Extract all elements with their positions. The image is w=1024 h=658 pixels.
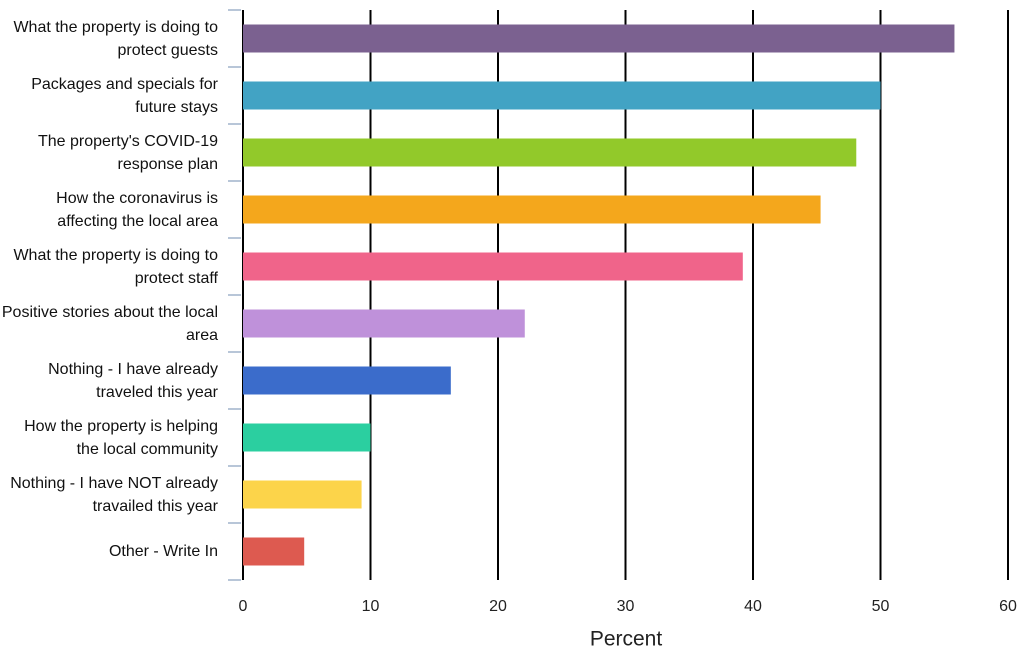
x-tick-label: 40 <box>744 598 762 615</box>
x-tick-label: 20 <box>489 598 507 615</box>
bar <box>243 195 821 224</box>
category-label: Nothing - I have already traveled this y… <box>48 360 218 401</box>
category-label: How the coronavirus is affecting the loc… <box>56 189 218 230</box>
bar <box>243 537 305 566</box>
category-label: Nothing - I have NOT already travailed t… <box>10 474 218 515</box>
category-label: Packages and specials for future stays <box>31 75 218 116</box>
x-tick-label: 30 <box>617 598 635 615</box>
bar <box>243 138 857 167</box>
bar <box>243 309 525 338</box>
x-axis-label: Percent <box>590 628 663 651</box>
bar <box>243 252 743 281</box>
x-tick-label: 10 <box>362 598 380 615</box>
category-label: Positive stories about the local area <box>1 303 218 344</box>
bar <box>243 366 451 395</box>
bar <box>243 423 371 452</box>
bar <box>243 480 362 509</box>
category-label: Other - Write In <box>108 543 218 560</box>
bar <box>243 24 955 53</box>
category-label: What the property is doing to protect gu… <box>13 18 218 59</box>
x-tick-label: 50 <box>872 598 890 615</box>
category-label: The property's COVID-19 response plan <box>37 132 218 173</box>
category-label: What the property is doing to protect st… <box>13 246 218 287</box>
bar <box>243 81 881 110</box>
category-label: How the property is helping the local co… <box>24 417 218 458</box>
x-tick-label: 60 <box>999 598 1017 615</box>
x-tick-label: 0 <box>239 598 248 615</box>
